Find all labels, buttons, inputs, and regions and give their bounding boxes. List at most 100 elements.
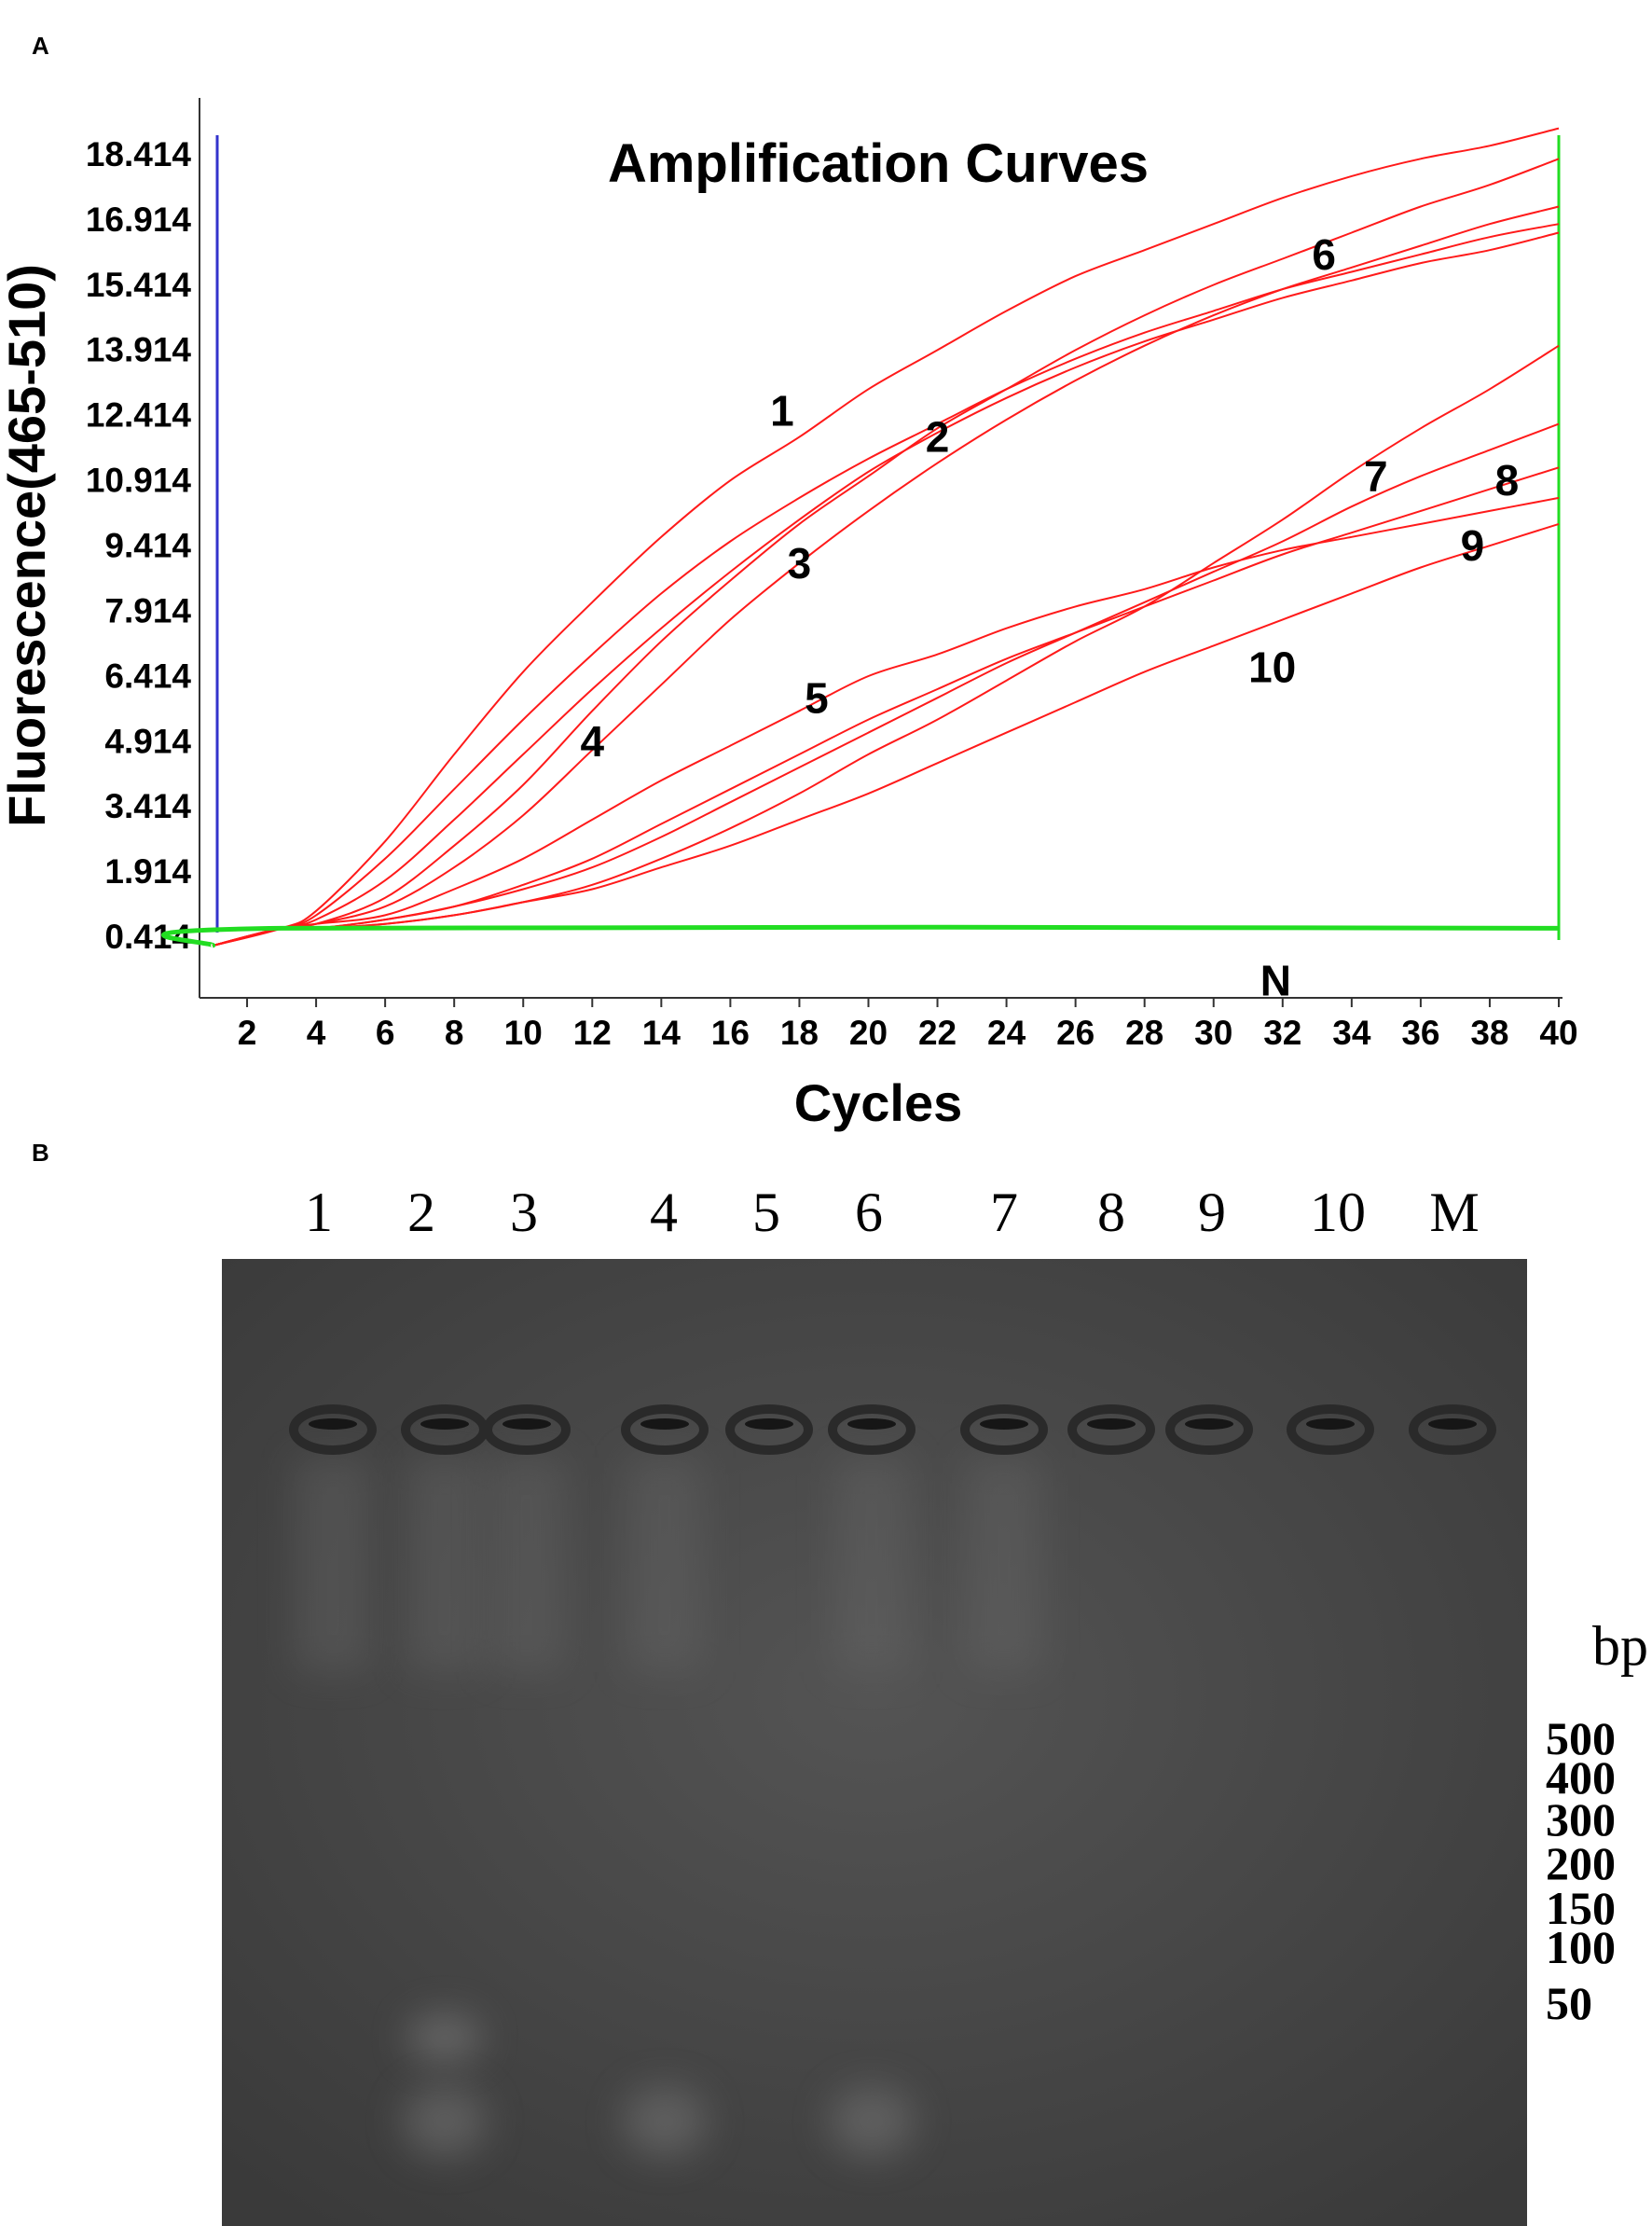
- lane-smear: [489, 1458, 564, 1672]
- x-tick-label: 20: [849, 1014, 888, 1052]
- lane-label: 9: [1198, 1182, 1226, 1243]
- y-tick-label: 1.914: [104, 852, 191, 891]
- x-tick-labels: 2 4 6 8 10 12 14 16 18 20 22 24 26 28 30 32 34 36 38 40: [238, 998, 1578, 1052]
- x-tick-label: 36: [1401, 1014, 1439, 1052]
- y-tick-label: 10.914: [86, 462, 192, 500]
- primer-dimer-glow: [623, 2086, 707, 2157]
- y-tick-label: 9.414: [104, 527, 191, 565]
- marker-label: 200: [1546, 1837, 1616, 1889]
- bp-unit-label: bp: [1592, 1615, 1648, 1677]
- curve-label: 1: [770, 387, 794, 436]
- x-tick-label: 8: [445, 1014, 464, 1052]
- y-axis-title: Fluorescence(465-510): [0, 264, 56, 827]
- primer-dimer-glow: [407, 2014, 482, 2061]
- curve-label: 7: [1364, 452, 1388, 501]
- x-tick-label: 32: [1263, 1014, 1301, 1052]
- lane-label: 3: [510, 1182, 538, 1243]
- lane-smear: [407, 1458, 482, 1672]
- gel-well: [483, 1404, 571, 1455]
- gel-well: [1067, 1404, 1155, 1455]
- ladder-bands: [1421, 1136, 1484, 1146]
- x-tick-label: 26: [1056, 1014, 1094, 1052]
- series-lines: [161, 127, 1560, 948]
- x-tick-label: 30: [1194, 1014, 1232, 1052]
- marker-label: 150: [1546, 1882, 1616, 1934]
- amplification-chart: A Amplification Curves 18.414 16.914 15.41…: [0, 32, 1578, 1132]
- gel-smears: [296, 1458, 1041, 2157]
- gel-well-slot: [420, 1418, 469, 1430]
- gel-well: [1165, 1404, 1253, 1455]
- series-line-6: [212, 205, 1560, 947]
- gel-well: [828, 1404, 915, 1455]
- lane-label: 10: [1310, 1182, 1366, 1243]
- y-tick-labels: 18.414 16.914 15.414 13.914 12.414 10.914 9.41…: [86, 135, 192, 956]
- x-axis-title: Cycles: [794, 1073, 963, 1132]
- gel-well-slot: [1185, 1418, 1233, 1430]
- lane-label: 1: [305, 1182, 333, 1243]
- y-tick-label: 6.414: [104, 657, 191, 695]
- gel-wells: [289, 1404, 1496, 1455]
- gel-well-slot: [1428, 1418, 1477, 1430]
- curve-label: 2: [926, 413, 950, 462]
- y-tick-label: 13.914: [86, 331, 192, 369]
- gel-well: [289, 1404, 377, 1455]
- x-tick-label: 24: [987, 1014, 1026, 1052]
- panel-letter-a: A: [32, 32, 49, 60]
- y-tick-label: 16.914: [86, 200, 192, 239]
- gel-well-slot: [502, 1418, 551, 1430]
- curve-label: 10: [1248, 643, 1296, 692]
- x-tick-label: 28: [1125, 1014, 1163, 1052]
- lane-label: 6: [855, 1182, 883, 1243]
- y-tick-label: 7.914: [104, 591, 191, 629]
- marker-label: 500: [1546, 1712, 1616, 1764]
- gel-well: [1287, 1404, 1374, 1455]
- lane-label: M: [1429, 1182, 1479, 1243]
- x-tick-label: 38: [1470, 1014, 1508, 1052]
- marker-label: 300: [1546, 1793, 1616, 1846]
- series-line-2: [212, 223, 1560, 947]
- gel-well-slot: [980, 1418, 1028, 1430]
- x-tick-label: 6: [376, 1014, 395, 1052]
- lane-smear: [834, 1458, 909, 1672]
- lane-label: 5: [752, 1182, 780, 1243]
- x-tick-label: 34: [1332, 1014, 1371, 1052]
- lane-labels: 1 2 3 4 5 6 7 8 9 10 M: [305, 1182, 1480, 1243]
- gel-well-slot: [1087, 1418, 1136, 1430]
- gel-well: [960, 1404, 1048, 1455]
- panel-a: A Amplification Curves 18.414 16.914 15.41…: [0, 32, 1578, 1132]
- gel-well-slot: [847, 1418, 896, 1430]
- y-tick-label: 0.414: [104, 918, 191, 956]
- curve-label: 8: [1495, 456, 1520, 505]
- curve-label: 6: [1312, 230, 1336, 279]
- gel-well-slot: [640, 1418, 689, 1430]
- x-tick-label: 12: [573, 1014, 612, 1052]
- ladder-band: [1421, 1136, 1484, 1146]
- marker-label: 50: [1546, 1977, 1592, 2029]
- x-tick-label: 4: [307, 1014, 326, 1052]
- lane-label: 8: [1097, 1182, 1125, 1243]
- x-tick-label: 2: [238, 1014, 257, 1052]
- x-tick-label: 10: [504, 1014, 543, 1052]
- marker-label: 100: [1546, 1921, 1616, 1973]
- lane-smear: [967, 1458, 1041, 1672]
- gel-well-slot: [1306, 1418, 1355, 1430]
- series-line-9: [212, 466, 1560, 947]
- x-tick-label: 14: [642, 1014, 681, 1052]
- x-tick-label: 18: [780, 1014, 819, 1052]
- series-line-1: [212, 127, 1560, 947]
- curve-label: N: [1260, 956, 1291, 1004]
- x-tick-label: 22: [918, 1014, 957, 1052]
- chart-title: Amplification Curves: [608, 133, 1149, 194]
- panel-b: B 1 2 3 4 5 6 7 8 9 10 M bp 500 400 300 200 150 100 50: [0, 1133, 1652, 2226]
- curve-label: 9: [1461, 521, 1485, 570]
- gel-well: [1409, 1404, 1496, 1455]
- series-line-10: [212, 522, 1560, 947]
- curve-label: 4: [580, 717, 604, 766]
- marker-label: 400: [1546, 1751, 1616, 1804]
- curve-label: 3: [788, 539, 812, 588]
- series-line-3: [212, 231, 1560, 947]
- curve-labels: 1 2 3 4 5 6 7 89 10 N: [580, 230, 1519, 1005]
- gel-background: [222, 1259, 1527, 2226]
- gel-well: [621, 1404, 709, 1455]
